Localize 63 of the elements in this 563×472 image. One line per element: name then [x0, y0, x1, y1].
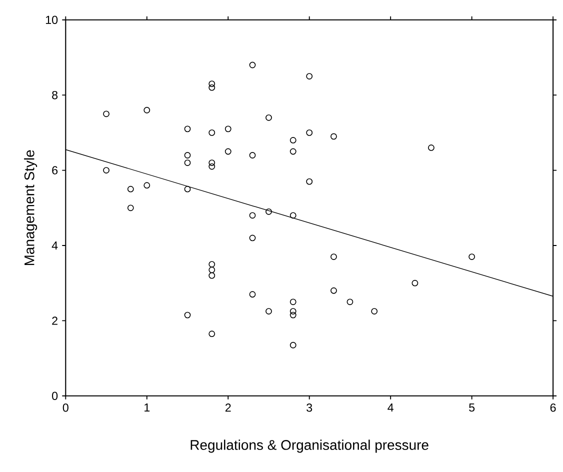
point: [266, 208, 272, 215]
point: [290, 312, 296, 318]
point: [127, 186, 134, 192]
point: [330, 253, 337, 260]
point: [306, 72, 313, 80]
y-tick-label: 2: [52, 316, 58, 325]
point: [266, 114, 272, 121]
point: [306, 178, 313, 185]
point: [208, 129, 216, 136]
y-tick-label: 8: [52, 90, 58, 99]
point: [103, 110, 110, 117]
x-tick-label: 6: [550, 403, 556, 412]
point: [249, 212, 256, 218]
point: [224, 125, 232, 132]
point: [144, 182, 150, 188]
point: [290, 308, 296, 314]
y-tick-label: 10: [46, 16, 58, 24]
point: [290, 136, 296, 144]
point: [306, 129, 313, 136]
x-tick-label: 5: [469, 403, 475, 412]
y-tick-label: 6: [52, 166, 58, 174]
point: [330, 287, 337, 294]
y-axis-title: Management Style: [24, 150, 38, 265]
point: [371, 308, 378, 314]
x-tick-label: 1: [144, 403, 150, 412]
point: [208, 272, 216, 279]
x-tick-label: 0: [62, 403, 68, 412]
point: [184, 152, 191, 158]
point: [290, 298, 296, 305]
point: [249, 152, 256, 158]
point: [184, 159, 191, 166]
x-tick-label: 3: [306, 403, 312, 412]
point: [290, 148, 296, 154]
point: [208, 260, 216, 268]
point: [184, 186, 191, 192]
point: [330, 133, 337, 140]
point: [208, 266, 216, 273]
point: [184, 125, 191, 132]
point: [184, 312, 191, 318]
point: [412, 280, 418, 286]
point: [208, 163, 216, 170]
y-tick-label: 4: [52, 241, 58, 250]
x-tick-label: 2: [225, 403, 231, 412]
point: [208, 84, 216, 91]
point: [103, 166, 110, 174]
x-tick-label: 4: [388, 403, 394, 412]
point: [290, 212, 296, 218]
point: [144, 106, 150, 114]
point: [468, 253, 476, 260]
point: [224, 148, 232, 154]
point: [346, 298, 354, 305]
point: [249, 234, 256, 241]
point: [249, 290, 256, 298]
point: [208, 330, 216, 337]
x-axis-title: Regulations & Organisational pressure: [190, 439, 428, 452]
point: [249, 62, 256, 68]
y-tick-label: 0: [52, 392, 58, 400]
point: [428, 144, 434, 151]
point: [266, 308, 272, 314]
point: [127, 204, 134, 211]
point: [208, 159, 216, 166]
point: [290, 342, 296, 348]
point: [208, 80, 216, 87]
